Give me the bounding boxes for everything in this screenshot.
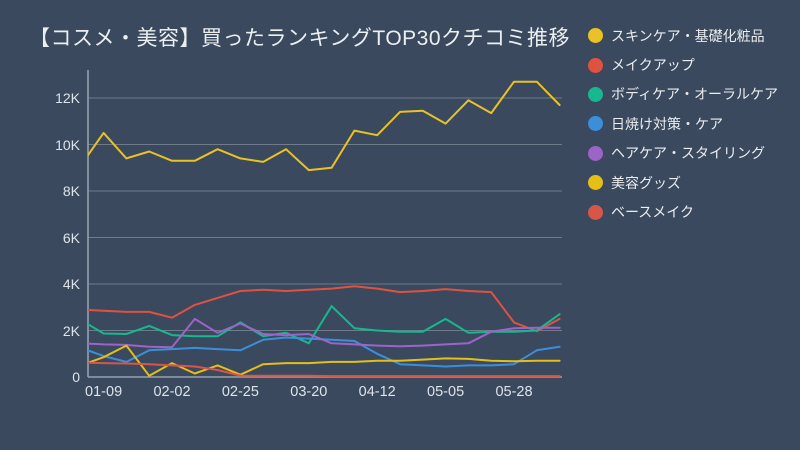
series-line bbox=[88, 361, 561, 378]
legend-item[interactable]: スキンケア・基礎化粧品 bbox=[588, 21, 778, 50]
y-tick-label: 12K bbox=[55, 90, 80, 106]
chart-title: 【コスメ・美容】買ったランキングTOP30クチコミ推移 bbox=[29, 27, 571, 50]
series-lines bbox=[88, 80, 561, 378]
y-tick-label: 6K bbox=[62, 229, 80, 246]
legend-label: ヘアケア・スタイリング bbox=[611, 145, 765, 162]
legend-item[interactable]: ボディケア・オーラルケア bbox=[588, 80, 778, 109]
legend-item[interactable]: 日焼け対策・ケア bbox=[588, 109, 778, 138]
series-line bbox=[88, 344, 561, 377]
legend-color-dot-icon bbox=[588, 204, 603, 220]
y-tick-label: 8K bbox=[62, 183, 80, 199]
legend-color-dot-icon bbox=[588, 28, 603, 44]
series-line bbox=[88, 317, 561, 349]
gridlines bbox=[88, 97, 562, 331]
legend-color-dot-icon bbox=[588, 145, 603, 161]
legend-color-dot-icon bbox=[588, 116, 603, 132]
x-tick-label: 02-02 bbox=[153, 384, 191, 400]
x-tick-label: 05-05 bbox=[427, 384, 465, 400]
series-line bbox=[88, 285, 561, 333]
legend-item[interactable]: ベースメイク bbox=[588, 197, 778, 226]
x-tick-label: 02-25 bbox=[221, 384, 259, 400]
y-tick-label: 10K bbox=[55, 136, 80, 153]
series-line bbox=[88, 305, 561, 345]
series-line bbox=[88, 80, 561, 172]
y-tick-label: 4K bbox=[62, 276, 80, 292]
legend-label: メイクアップ bbox=[611, 57, 695, 74]
y-tick-label: 0 bbox=[72, 369, 80, 385]
legend-item[interactable]: ヘアケア・スタイリング bbox=[588, 139, 778, 168]
legend-color-dot-icon bbox=[588, 57, 603, 73]
legend-label: ボディケア・オーラルケア bbox=[611, 86, 779, 103]
legend-item[interactable]: 美容グッズ bbox=[588, 168, 778, 197]
x-tick-label: 03-20 bbox=[290, 384, 328, 400]
y-tick-label: 2K bbox=[62, 322, 80, 339]
x-tick-label: 04-12 bbox=[358, 384, 396, 400]
legend-label: 美容グッズ bbox=[611, 174, 681, 191]
chart-legend: スキンケア・基礎化粧品 メイクアップボディケア・オーラルケア 日焼け対策・ケアヘアケ… bbox=[588, 21, 778, 227]
legend-label: スキンケア・基礎化粧品 bbox=[611, 27, 765, 44]
legend-label: ベースメイク bbox=[611, 204, 695, 221]
x-tick-label: 05-28 bbox=[495, 384, 533, 400]
legend-item[interactable]: メイクアップ bbox=[588, 50, 778, 79]
legend-color-dot-icon bbox=[588, 86, 603, 102]
x-tick-label: 01-09 bbox=[85, 384, 123, 400]
legend-label: 日焼け対策・ケア bbox=[611, 115, 723, 132]
legend-color-dot-icon bbox=[588, 175, 603, 191]
